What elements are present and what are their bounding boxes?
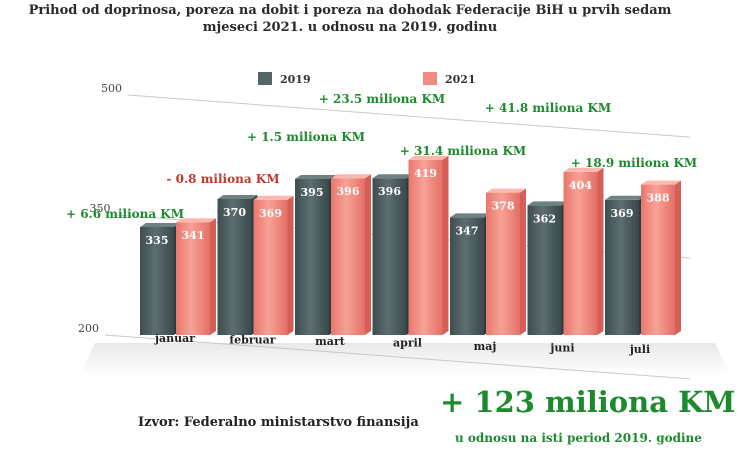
bar-top [331,174,371,179]
legend-label: 2021 [445,73,476,86]
bar-value-label: 369 [611,207,634,220]
bar-top [408,155,449,160]
bar-top [486,188,526,193]
bar [176,222,210,335]
gridline [104,334,691,380]
y-tick-label: 200 [78,322,99,335]
bar-top [372,174,413,179]
x-tick-label: juli [629,343,650,356]
bar-value-label: 396 [378,185,401,198]
bar [217,199,252,335]
bar-side [597,167,604,335]
y-tick-label: 500 [101,82,122,95]
bar-value-label: 362 [533,212,556,225]
difference-label: + 6.6 miliona KM [66,207,184,221]
difference-label: + 23.5 miliona KM [319,92,445,106]
bar-top [605,195,645,200]
bar-value-label: 370 [223,206,246,219]
total-difference-note: u odnosu na isti period 2019. godine [455,431,702,445]
bar-top [295,175,335,179]
difference-label: + 41.8 miliona KM [485,101,611,115]
legend-swatch [258,72,272,85]
bar-value-label: 404 [569,179,592,192]
chart-title-line-2: mjeseci 2021. u odnosu na 2019. godinu [202,20,498,35]
bar-value-label: 396 [337,185,360,198]
difference-label: + 18.9 miliona KM [571,156,697,170]
total-difference: + 123 miliona KM [440,385,736,419]
bar [527,205,562,335]
bar [605,199,639,335]
y-tick-label: 350 [90,202,111,215]
bar-value-label: 341 [182,229,205,242]
x-tick-label: april [393,337,422,350]
bar-top [176,218,216,223]
chart-floor [80,343,730,375]
bar-value-label: 378 [492,200,515,213]
source-note: Izvor: Federalno ministarstvo finansija [138,415,419,430]
difference-label: - 0.8 miliona KM [167,172,280,186]
bar-value-label: 419 [414,167,437,180]
legend-label: 2019 [280,73,311,86]
bar-side [210,218,216,335]
bar [563,171,598,335]
bar-value-label: 395 [301,186,324,199]
bar-top [253,195,294,200]
bar-side [287,195,294,335]
bar [253,199,288,335]
x-tick-label: maj [474,340,497,353]
bar [408,159,443,335]
bar [450,217,484,335]
bar-side [442,155,449,335]
bar-top [140,223,180,227]
bar-value-label: 369 [259,207,282,220]
bar-top [641,180,681,185]
bar [331,178,365,335]
x-tick-label: februar [229,334,275,347]
bar-top [450,213,490,218]
bar-value-label: 347 [456,224,479,237]
bar-top [217,195,258,199]
chart-title-line-1: Prihod od doprinosa, poreza na dobit i p… [28,3,672,18]
difference-label: + 31.4 miliona KM [400,144,526,158]
bar-value-label: 335 [146,234,169,247]
bar [372,178,407,335]
difference-label: + 1.5 miliona KM [247,130,365,144]
bar-side [365,174,371,335]
bar-side [675,180,681,335]
chart-title: Prihod od doprinosa, poreza na dobit i p… [0,2,700,36]
bar-side [520,188,526,335]
x-tick-label: januar [154,332,195,345]
x-tick-label: mart [315,335,346,348]
x-tick-label: juni [549,342,574,355]
legend-swatch [423,72,437,85]
bar [295,179,329,335]
bar [486,192,520,335]
bar-top [563,167,604,172]
bar-value-label: 388 [647,192,670,205]
bar-top [527,201,568,206]
bar [140,227,174,335]
gridline [127,94,691,138]
bar [641,184,675,335]
